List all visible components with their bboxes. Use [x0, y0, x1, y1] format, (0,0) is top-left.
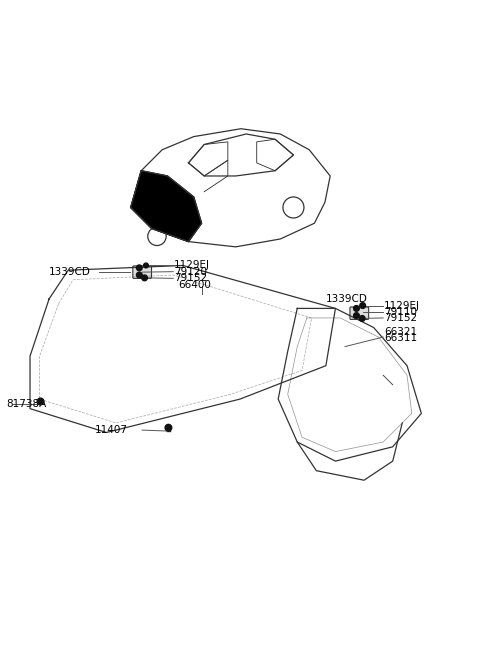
FancyBboxPatch shape [350, 307, 369, 320]
Text: 79152: 79152 [174, 273, 207, 284]
FancyBboxPatch shape [133, 266, 152, 278]
Circle shape [165, 424, 172, 431]
Circle shape [354, 312, 360, 318]
Text: 1129EJ: 1129EJ [384, 301, 420, 310]
Text: 66311: 66311 [384, 333, 417, 343]
Circle shape [142, 275, 147, 281]
Text: 1339CD: 1339CD [326, 294, 368, 305]
Text: 1129EJ: 1129EJ [174, 261, 210, 271]
Circle shape [360, 316, 365, 322]
Circle shape [360, 303, 365, 309]
Text: 66321: 66321 [384, 328, 417, 337]
Circle shape [354, 305, 360, 311]
Text: 79110: 79110 [384, 307, 417, 317]
Text: 66400: 66400 [178, 280, 211, 290]
Circle shape [136, 272, 142, 278]
Text: 11407: 11407 [95, 425, 128, 435]
Text: 79152: 79152 [384, 313, 417, 323]
Circle shape [144, 263, 148, 268]
Circle shape [136, 265, 142, 271]
Polygon shape [131, 171, 202, 242]
Text: 79120: 79120 [174, 267, 207, 276]
Text: 81738A: 81738A [6, 399, 47, 409]
Text: 1339CD: 1339CD [49, 267, 91, 277]
Circle shape [37, 398, 44, 405]
